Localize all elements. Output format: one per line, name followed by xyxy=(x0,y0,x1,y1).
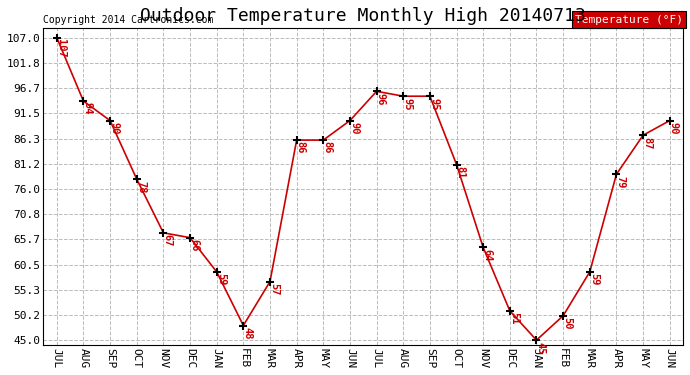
Text: 90: 90 xyxy=(349,122,359,135)
Text: 95: 95 xyxy=(402,98,413,110)
Text: 57: 57 xyxy=(269,283,279,296)
Text: Temperature (°F): Temperature (°F) xyxy=(575,15,683,25)
Title: Outdoor Temperature Monthly High 20140713: Outdoor Temperature Monthly High 2014071… xyxy=(140,7,586,25)
Text: 66: 66 xyxy=(189,239,199,252)
Text: 45: 45 xyxy=(535,342,546,354)
Text: 86: 86 xyxy=(296,141,306,154)
Text: 86: 86 xyxy=(322,141,333,154)
Text: 67: 67 xyxy=(163,234,172,247)
Text: 94: 94 xyxy=(83,102,92,115)
Text: 48: 48 xyxy=(242,327,253,339)
Text: Copyright 2014 Cartronics.com: Copyright 2014 Cartronics.com xyxy=(43,15,214,25)
Text: 87: 87 xyxy=(642,136,652,149)
Text: 95: 95 xyxy=(429,98,439,110)
Text: 90: 90 xyxy=(109,122,119,135)
Text: 78: 78 xyxy=(136,180,146,193)
Text: 51: 51 xyxy=(509,312,519,325)
Text: 79: 79 xyxy=(615,176,626,188)
Text: 64: 64 xyxy=(482,249,493,261)
Text: 50: 50 xyxy=(562,317,572,330)
Text: 59: 59 xyxy=(589,273,599,286)
Text: 90: 90 xyxy=(669,122,679,135)
Text: 81: 81 xyxy=(455,166,466,178)
Text: 59: 59 xyxy=(216,273,226,286)
Text: 96: 96 xyxy=(376,93,386,105)
Text: 107: 107 xyxy=(56,39,66,58)
